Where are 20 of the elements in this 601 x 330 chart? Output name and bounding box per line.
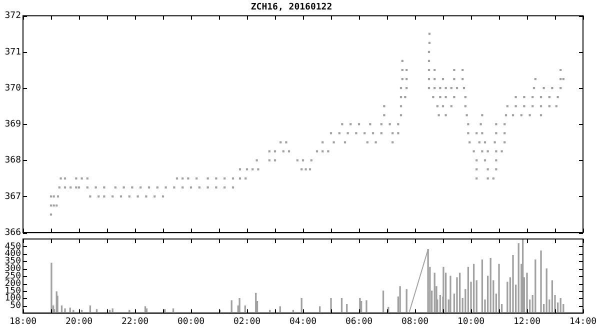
x-tick-label: 18:00 (9, 316, 37, 327)
y-tick-label: 366 (4, 228, 21, 238)
y-tick-label: 372 (4, 11, 21, 22)
chart-title: ZCH16, 20160122 (250, 2, 332, 13)
y-tick-label: 370 (4, 83, 21, 94)
x-tick-label: 04:00 (289, 316, 317, 327)
x-tick-label: 02:00 (233, 316, 261, 327)
x-tick-label: 22:00 (121, 316, 149, 327)
x-tick-label: 20:00 (65, 316, 93, 327)
x-tick-label: 12:00 (513, 316, 541, 327)
x-tick-label: 14:00 (569, 316, 597, 327)
x-tick-label: 08:00 (401, 316, 429, 327)
x-tick-label: 06:00 (345, 316, 373, 327)
y-tick-label: 50 (10, 301, 21, 312)
x-tick-label: 10:00 (457, 316, 485, 327)
y-tick-label: 369 (4, 120, 21, 130)
y-tick-label: 367 (4, 192, 21, 202)
x-tick-label: 00:00 (177, 316, 205, 327)
y-tick-label: 371 (4, 47, 21, 58)
y-tick-label: 368 (4, 156, 21, 166)
